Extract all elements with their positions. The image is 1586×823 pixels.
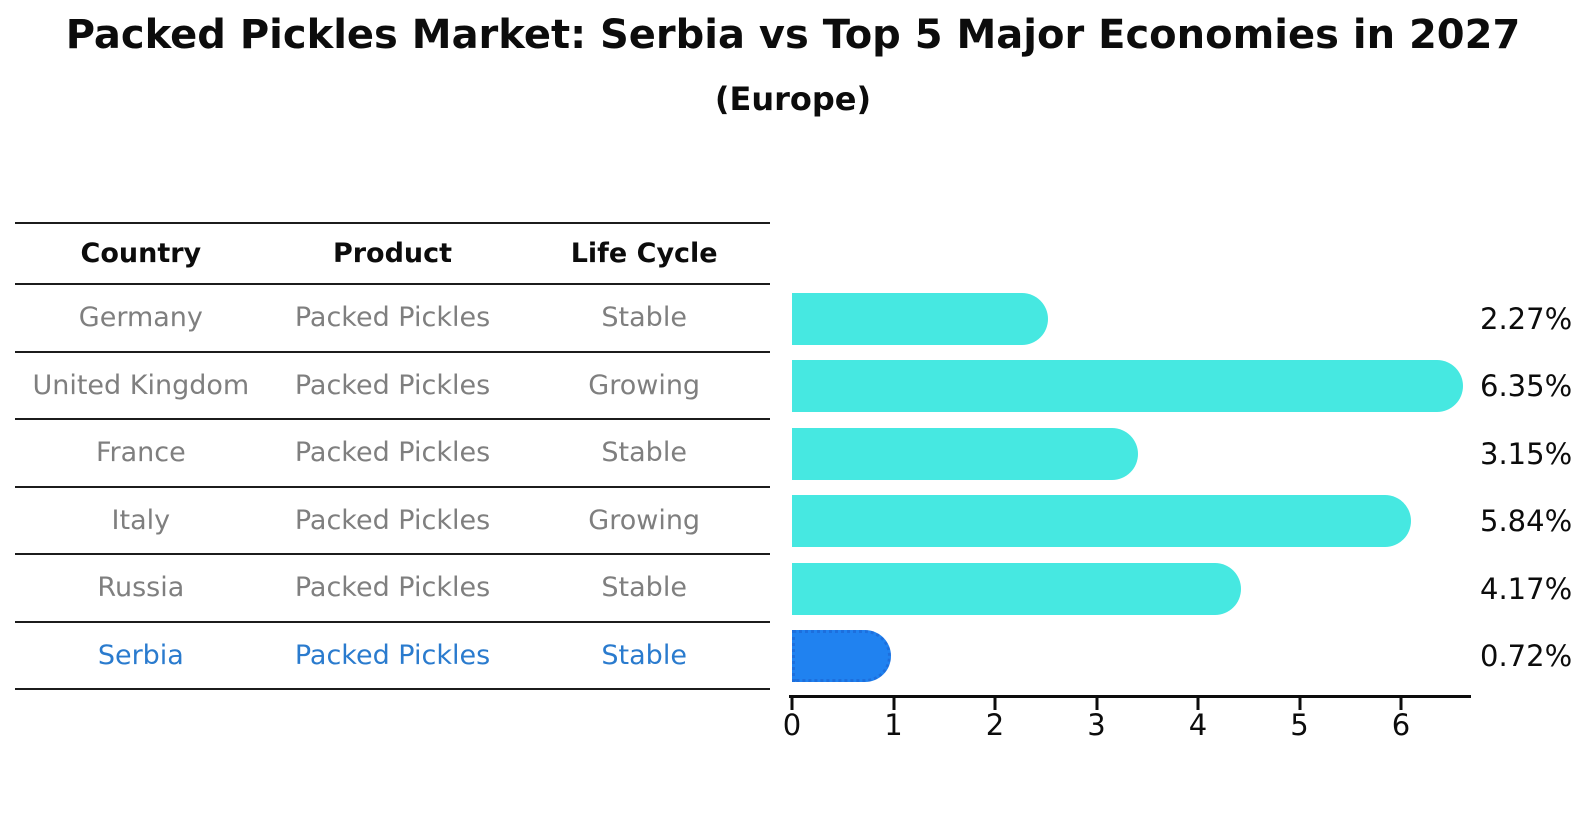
value-label: 5.84% <box>1480 504 1573 538</box>
bar-germany <box>792 293 1049 345</box>
x-axis-tick <box>1095 698 1098 710</box>
bar-russia <box>792 563 1242 615</box>
x-axis-tick-label: 3 <box>1087 708 1106 742</box>
x-axis-tick-label: 4 <box>1188 708 1208 742</box>
chart-subtitle: (Europe) <box>714 80 872 118</box>
market-table: Country Product Life Cycle Germany Packe… <box>15 222 770 690</box>
x-axis-tick-label: 1 <box>884 708 903 742</box>
column-header-product: Product <box>332 238 453 269</box>
country-cell: Russia <box>97 572 185 604</box>
life-cycle-cell: Stable <box>601 639 687 671</box>
table-row: Russia Packed Pickles Stable <box>15 555 770 623</box>
bar-france <box>792 428 1138 480</box>
table-row: United Kingdom Packed Pickles Growing <box>15 353 770 420</box>
product-cell: Packed Pickles <box>294 437 491 469</box>
value-label: 2.27% <box>1480 302 1573 336</box>
country-cell: France <box>95 437 186 469</box>
x-axis-tick <box>1399 698 1403 710</box>
x-axis-tick-label: 5 <box>1290 708 1309 742</box>
product-cell: Packed Pickles <box>294 572 491 604</box>
value-label: 3.15% <box>1480 437 1573 471</box>
product-cell: Packed Pickles <box>294 639 491 671</box>
life-cycle-cell: Growing <box>588 504 701 536</box>
value-label: 6.35% <box>1480 369 1573 403</box>
x-axis-tick-label: 6 <box>1391 708 1411 742</box>
x-axis-line <box>789 695 1471 698</box>
life-cycle-cell: Stable <box>601 572 687 604</box>
x-axis-tick <box>1196 698 1200 710</box>
country-cell: Italy <box>111 504 171 536</box>
column-header-country: Country <box>80 238 202 269</box>
table-row: Germany Packed Pickles Stable <box>15 285 770 353</box>
x-axis-tick <box>790 698 794 710</box>
value-label: 4.17% <box>1480 572 1573 606</box>
life-cycle-cell: Growing <box>588 369 701 401</box>
x-axis-tick <box>993 698 997 710</box>
product-cell: Packed Pickles <box>294 504 491 536</box>
bar-serbia-highlighted <box>792 630 892 682</box>
bar-italy <box>792 495 1411 547</box>
table-row: Italy Packed Pickles Growing <box>15 488 770 555</box>
bar-united-kingdom <box>792 360 1463 412</box>
x-axis-tick-label: 0 <box>782 708 802 742</box>
value-label: 0.72% <box>1480 639 1573 673</box>
life-cycle-cell: Stable <box>601 437 687 469</box>
product-cell: Packed Pickles <box>294 302 491 334</box>
table-row-serbia-highlighted: Serbia Packed Pickles Stable <box>15 623 770 690</box>
country-cell: United Kingdom <box>32 369 250 401</box>
chart-title: Packed Pickles Market: Serbia vs Top 5 M… <box>65 12 1521 58</box>
country-cell: Serbia <box>97 639 184 671</box>
life-cycle-cell: Stable <box>601 302 687 334</box>
product-cell: Packed Pickles <box>294 369 491 401</box>
country-cell: Germany <box>78 302 203 334</box>
x-axis-tick <box>1298 698 1301 710</box>
x-axis-tick-label: 2 <box>985 708 1005 742</box>
x-axis-tick <box>892 698 895 710</box>
table-header-row: Country Product Life Cycle <box>15 222 770 285</box>
table-row: France Packed Pickles Stable <box>15 420 770 488</box>
column-header-life-cycle: Life Cycle <box>570 238 718 269</box>
